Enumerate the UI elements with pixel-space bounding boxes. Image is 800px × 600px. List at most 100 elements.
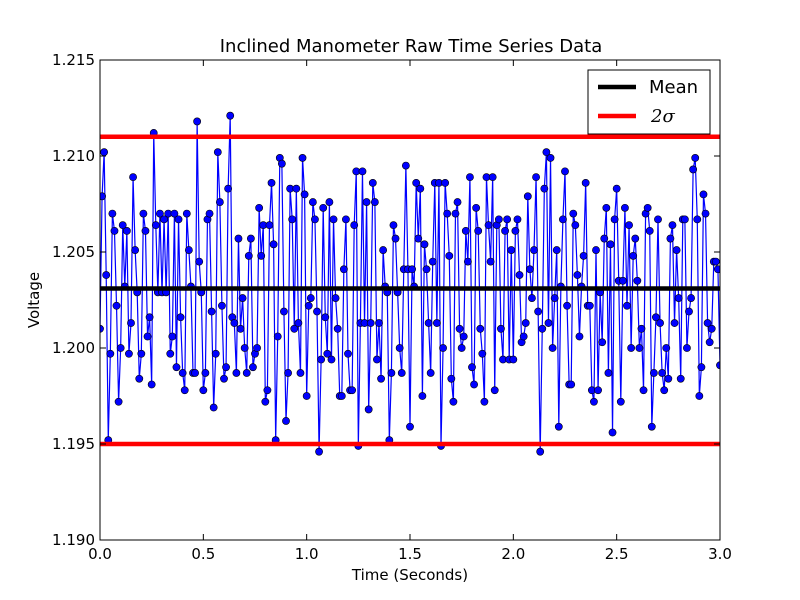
data-point	[395, 344, 404, 352]
data-point	[141, 226, 150, 235]
data-point	[581, 178, 590, 187]
data-point	[633, 276, 642, 285]
data-point	[333, 324, 342, 333]
data-point	[513, 215, 522, 224]
data-point	[649, 369, 658, 377]
data-point	[238, 294, 247, 302]
data-point	[201, 369, 210, 377]
data-point	[697, 363, 706, 372]
data-point	[670, 319, 679, 327]
data-point	[220, 374, 228, 383]
data-point	[331, 294, 340, 302]
data-point	[397, 369, 406, 377]
data-point	[550, 294, 559, 302]
data-point	[455, 324, 464, 333]
data-point	[207, 307, 216, 316]
plot-area: 0.0 0.5 1.0 1.5 2.0 2.5 3.0 1.190 1.195 1.200 1.20…	[52, 51, 732, 563]
data-point	[701, 209, 710, 218]
data-point	[528, 294, 536, 302]
x-tick-label: 1.0	[295, 545, 319, 563]
data-point	[476, 324, 485, 333]
y-tick-label: 1.190	[52, 531, 95, 549]
data-point	[600, 234, 609, 243]
data-point	[298, 154, 307, 162]
data-point	[129, 173, 137, 182]
data-point	[459, 332, 468, 341]
data-point	[705, 338, 714, 347]
data-point	[664, 374, 673, 383]
legend-label: 2σ	[650, 106, 675, 127]
data-point	[457, 344, 466, 352]
data-point	[470, 380, 478, 389]
data-point	[319, 203, 328, 212]
data-point	[569, 209, 578, 218]
data-point	[234, 234, 243, 243]
x-tick-label: 0.5	[191, 545, 215, 563]
data-point	[325, 198, 334, 206]
data-point	[567, 380, 576, 389]
data-point	[143, 332, 152, 341]
data-point	[209, 403, 218, 412]
data-point	[240, 344, 249, 352]
data-point	[100, 192, 106, 201]
data-point	[249, 363, 257, 372]
data-point	[296, 369, 305, 377]
data-point	[342, 215, 350, 224]
data-point	[635, 344, 644, 352]
data-point	[151, 221, 160, 230]
data-point	[329, 215, 338, 224]
data-point	[108, 209, 117, 218]
data-point	[300, 190, 309, 199]
data-point	[406, 422, 414, 431]
legend-label: Mean	[649, 77, 698, 98]
data-point	[472, 203, 481, 212]
data-point	[598, 338, 607, 347]
data-point	[420, 240, 429, 249]
data-point	[358, 167, 367, 176]
data-point	[612, 184, 621, 193]
data-point	[716, 361, 720, 370]
data-point	[695, 392, 704, 400]
data-point	[509, 355, 518, 364]
data-point	[662, 344, 671, 352]
data-point	[125, 349, 133, 358]
data-point	[625, 221, 633, 230]
data-point	[585, 301, 594, 310]
data-point	[592, 246, 600, 254]
data-point	[672, 246, 681, 254]
data-point	[366, 319, 375, 327]
data-point	[273, 332, 282, 341]
data-point	[466, 173, 474, 182]
data-point	[218, 301, 226, 310]
data-point	[515, 271, 524, 279]
data-point	[244, 251, 253, 260]
data-point	[548, 344, 557, 352]
plot-clipped-group	[100, 111, 720, 456]
x-tick-label: 2.0	[501, 545, 525, 563]
chart-title: Inclined Manometer Raw Time Series Data	[220, 36, 603, 57]
data-point	[428, 257, 437, 266]
data-point	[494, 215, 503, 224]
data-point	[608, 428, 617, 437]
data-point	[160, 215, 168, 224]
data-point	[629, 251, 638, 260]
data-point	[507, 246, 516, 254]
data-point	[602, 203, 611, 212]
data-point	[215, 198, 224, 206]
data-point	[656, 319, 664, 327]
data-point	[416, 184, 425, 193]
data-point	[311, 215, 319, 224]
data-point	[478, 349, 487, 358]
data-point	[230, 319, 239, 327]
data-point	[652, 313, 660, 322]
data-point	[447, 374, 456, 383]
data-point	[377, 374, 385, 383]
data-point	[639, 386, 648, 395]
data-point	[542, 148, 551, 157]
data-point	[284, 369, 292, 377]
data-point	[344, 349, 352, 358]
data-point	[368, 178, 377, 187]
data-point	[561, 167, 569, 176]
data-point	[350, 221, 359, 230]
data-point	[714, 265, 720, 274]
